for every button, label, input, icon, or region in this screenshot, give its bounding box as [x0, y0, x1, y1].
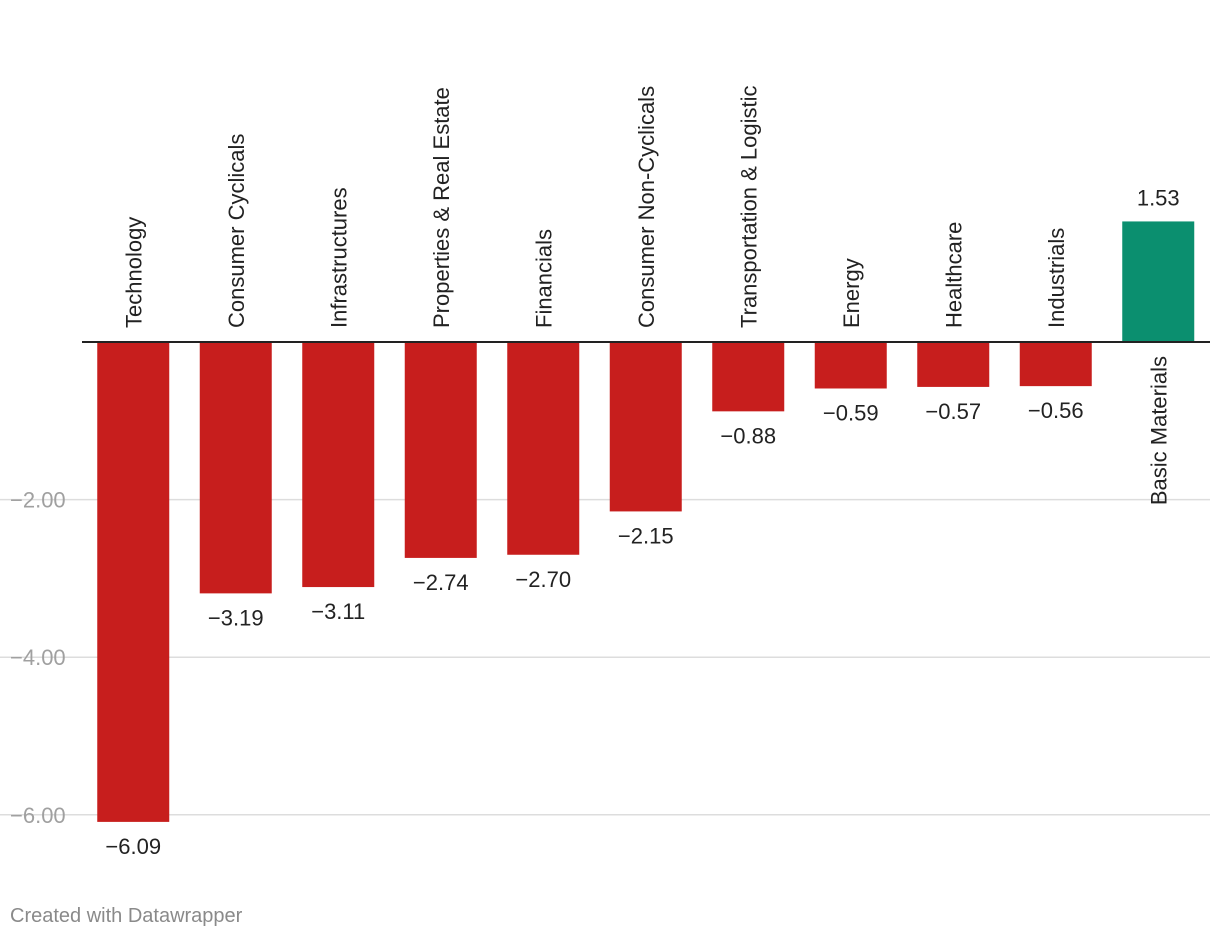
category-label: Infrastructures	[326, 187, 351, 328]
category-label: Energy	[839, 258, 864, 328]
category-label: Consumer Cyclicals	[224, 134, 249, 328]
bar	[97, 342, 170, 822]
value-labels: −6.09 −3.19 −3.11 −2.74 −2.70 −2.15 −0.88 −0.59…	[105, 185, 1179, 858]
value-label: −3.19	[208, 605, 264, 630]
value-label: −0.56	[1028, 398, 1084, 423]
bar	[1122, 221, 1195, 342]
category-label: Consumer Non-Cyclicals	[634, 86, 659, 328]
value-label: −2.70	[515, 567, 571, 592]
bars	[97, 221, 1195, 822]
value-label: −3.11	[311, 599, 365, 624]
category-labels: Technology Consumer Cyclicals Infrastructu…	[121, 85, 1171, 505]
value-label: −0.88	[720, 423, 776, 448]
bar	[404, 342, 477, 558]
credit-text: Created with Datawrapper	[10, 905, 243, 927]
bar	[507, 342, 580, 555]
value-label: −0.59	[823, 400, 879, 425]
value-label: −6.09	[105, 834, 161, 859]
bar	[1019, 342, 1092, 387]
y-tick-label: −2.00	[10, 488, 66, 513]
value-label: −2.15	[618, 523, 674, 548]
y-tick-label: −4.00	[10, 645, 66, 670]
bar	[712, 342, 785, 412]
category-label: Industrials	[1044, 228, 1069, 328]
y-tick-label: −6.00	[10, 803, 66, 828]
bar	[302, 342, 375, 588]
category-label: Properties & Real Estate	[429, 87, 454, 328]
category-label: Technology	[121, 217, 146, 328]
bar	[917, 342, 990, 387]
bar	[199, 342, 272, 594]
category-label: Healthcare	[941, 222, 966, 328]
y-axis-tick-labels: −2.00 −4.00 −6.00	[10, 488, 66, 828]
category-label: Basic Materials	[1146, 356, 1171, 505]
value-label: 1.53	[1137, 185, 1180, 210]
value-label: −0.57	[925, 399, 981, 424]
gridlines	[0, 498, 1210, 816]
bar	[814, 342, 887, 389]
bar	[609, 342, 682, 512]
value-label: −2.74	[413, 570, 469, 595]
category-label: Transportation & Logistic	[736, 85, 761, 328]
category-label: Financials	[531, 229, 556, 328]
